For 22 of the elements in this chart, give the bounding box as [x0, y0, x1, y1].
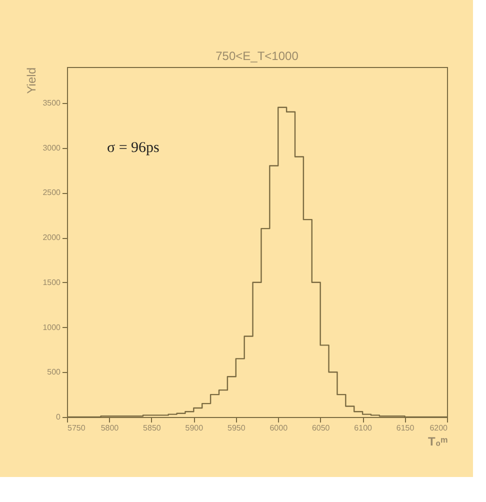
x-tick-label: 6150	[396, 424, 415, 432]
x-tick-label: 5750	[68, 424, 86, 432]
y-tick-label: 500	[47, 368, 62, 377]
y-tick-label: 2500	[42, 188, 62, 198]
y-tick-label: 1000	[42, 322, 62, 332]
chart-title: 750<E_T<1000	[216, 49, 299, 63]
x-tick-label: 5800	[100, 424, 120, 432]
x-tick-label: 6200	[430, 424, 448, 432]
x-tick-label: 6050	[312, 424, 330, 432]
x-tick-label: 6100	[354, 424, 373, 432]
x-tick-label: 6000	[270, 424, 288, 432]
y-axis-title: Yield	[24, 68, 39, 94]
y-tick-label: 3500	[42, 98, 62, 108]
x-tick-label: 5900	[185, 424, 204, 432]
y-tick-label: 3000	[42, 143, 62, 152]
y-tick-label: 2000	[42, 233, 62, 242]
y-tick-label: 1500	[42, 278, 62, 287]
x-tick-label: 5850	[143, 424, 162, 432]
y-tick-label: 0	[56, 412, 62, 422]
x-tick-label: 5950	[227, 424, 246, 432]
x-axis-title: T₀ᵐ	[428, 434, 448, 448]
annotation: σ = 96ps	[107, 140, 160, 156]
